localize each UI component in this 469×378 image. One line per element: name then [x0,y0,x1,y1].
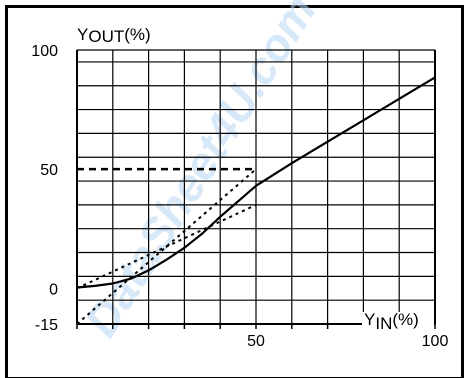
y-tick-label: 100 [31,43,58,60]
x-axis-title-main: Y [364,310,375,329]
tick-labels: 100 50 0 -15 50 100 [31,43,448,350]
x-axis-title-unit: (%) [392,310,418,329]
y-axis-title-unit: (%) [124,25,150,44]
series-layer [76,76,436,325]
x-axis-title-sub: IN [375,314,392,333]
y-axis-title: YOUT(%) [77,25,151,46]
y-tick-label: 50 [40,162,58,179]
x-axis-title-bg [362,312,434,334]
grid [76,49,436,329]
y-tick-label: 0 [49,281,58,298]
y-tick-label: -15 [35,317,58,334]
x-tick-label: 100 [422,333,449,350]
y-axis-title-main: Y [77,25,88,44]
y-axis-title-sub: OUT [88,27,124,46]
x-axis-title: YIN(%) [364,310,419,333]
outer-frame [5,5,464,378]
series-line-dotted-2 [76,168,257,325]
watermark-text: DataSheet4U.com [74,0,325,345]
series-line-dotted-1 [76,203,257,290]
x-tick-label: 50 [247,333,265,350]
